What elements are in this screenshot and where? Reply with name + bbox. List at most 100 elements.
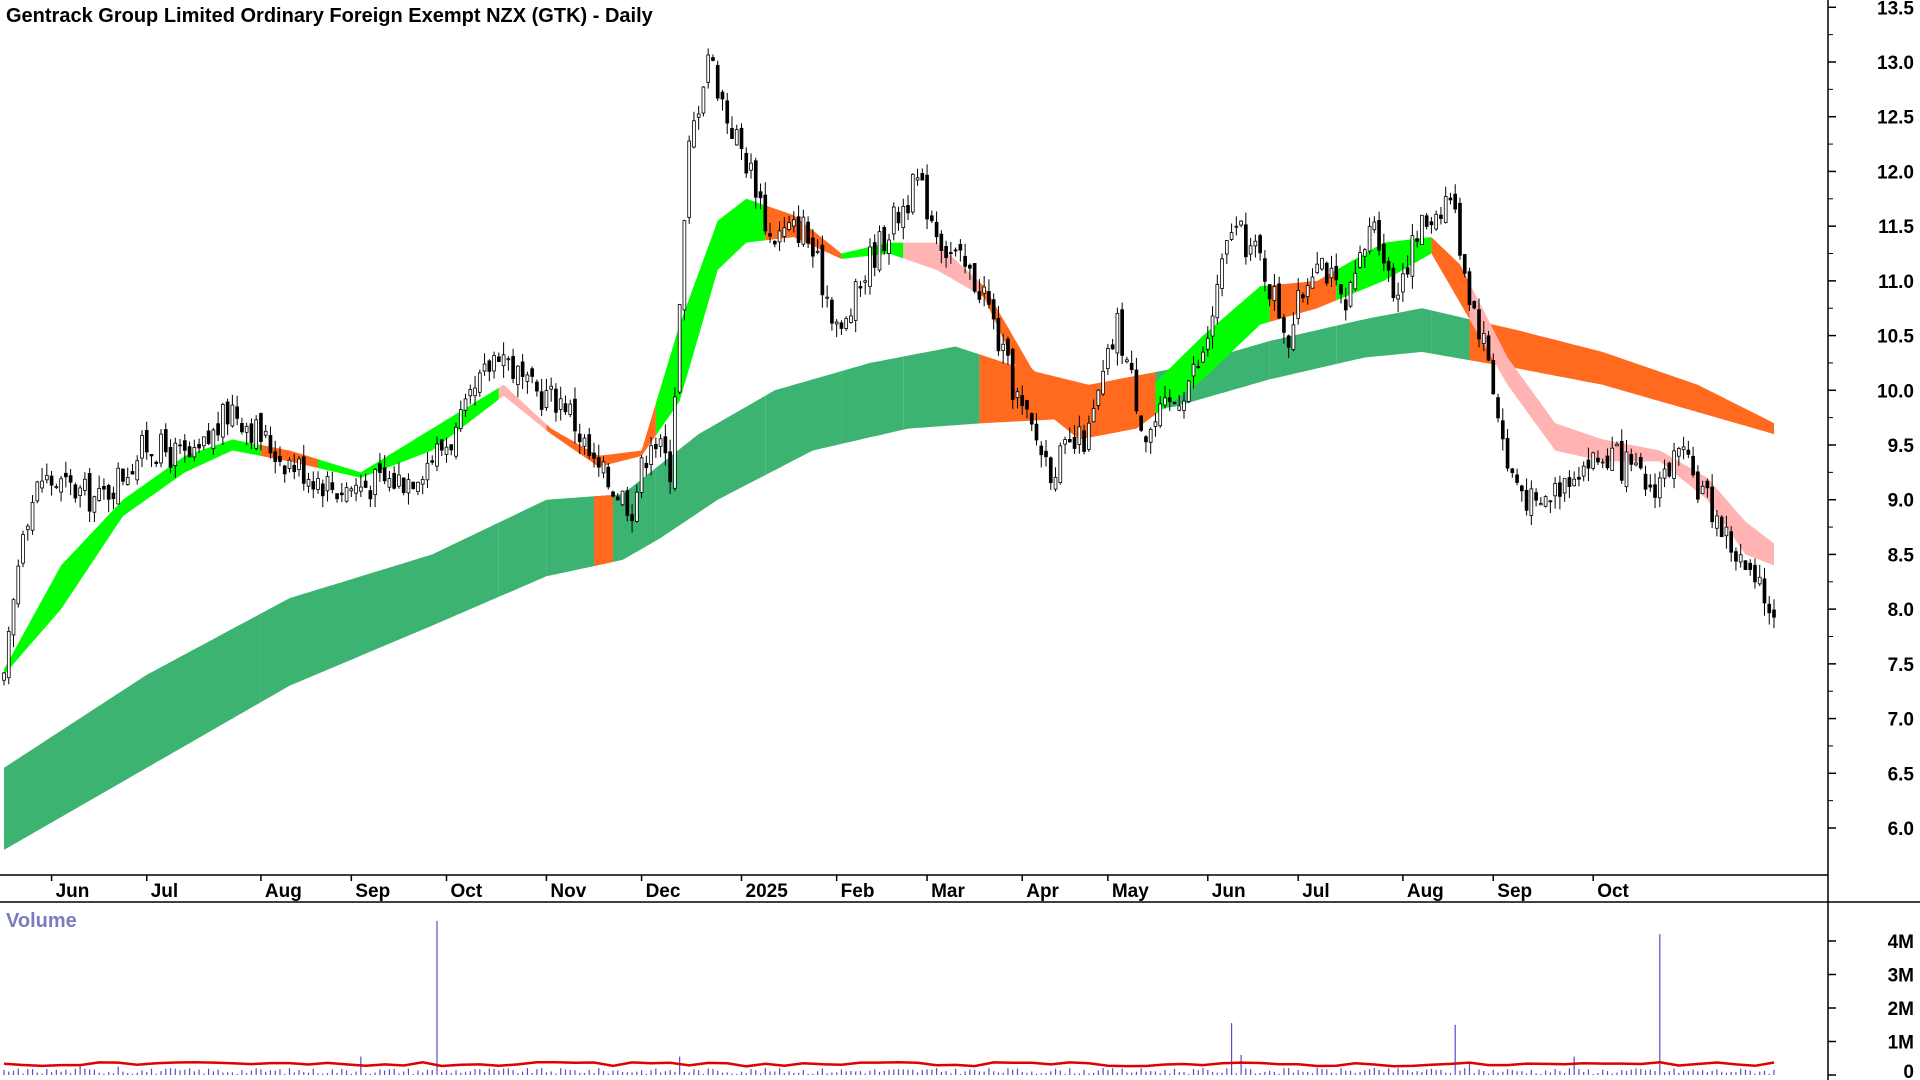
candle-body — [68, 475, 73, 483]
long-band-segment — [613, 467, 656, 562]
candle-body — [411, 481, 416, 489]
chart-title: Gentrack Group Limited Ordinary Foreign … — [6, 5, 654, 27]
candle-body — [1058, 445, 1063, 484]
candle-body — [1734, 551, 1738, 562]
candle-body — [506, 358, 511, 361]
volume-label: Volume — [6, 910, 77, 932]
candle-body — [1272, 286, 1277, 301]
candle-body — [811, 237, 815, 257]
candle-body — [425, 462, 430, 481]
candle-body — [1205, 337, 1210, 350]
long-band-segment — [4, 613, 261, 850]
candle-body — [420, 479, 425, 485]
candle-body — [430, 460, 435, 463]
candle-body — [1301, 294, 1305, 299]
candle-body — [30, 501, 35, 531]
candle-body — [1605, 455, 1610, 469]
candle-body — [1177, 405, 1182, 411]
candle-body — [1553, 483, 1557, 497]
x-tick-label: Jun — [56, 881, 90, 902]
long-band-segment — [765, 371, 842, 476]
candle-body — [1153, 421, 1158, 427]
candle-body — [16, 565, 21, 605]
candle-body — [1110, 344, 1115, 350]
candle-body — [696, 113, 701, 118]
candle-body — [168, 446, 173, 468]
candle-body — [658, 438, 663, 447]
volume-tick-label: 3M — [1888, 966, 1914, 987]
candle-body — [163, 429, 168, 453]
candle-body — [501, 354, 506, 367]
candle-body — [968, 264, 972, 269]
candle-body — [920, 173, 925, 181]
candle-body — [1667, 462, 1672, 477]
candle-body — [106, 485, 111, 500]
candle-body — [1767, 603, 1772, 614]
candle-body — [1196, 366, 1201, 369]
x-tick-label: Jul — [1302, 881, 1329, 902]
candle-body — [768, 233, 772, 237]
y-tick-label: 9.0 — [1888, 491, 1914, 512]
candle-body — [439, 439, 444, 451]
candle-body — [963, 255, 967, 267]
candle-body — [292, 464, 297, 473]
candle-body — [1643, 473, 1648, 490]
candle-body — [820, 244, 825, 296]
candle-body — [554, 388, 558, 413]
candle-body — [278, 455, 282, 462]
candle-body — [1586, 459, 1591, 469]
x-axis: Jun Jul Aug Sep Oct Nov Dec 2025 Feb Mar Apr May Jun… — [50, 875, 1630, 902]
candle-body — [397, 474, 401, 487]
x-tick-label: 2025 — [746, 881, 789, 902]
candle-body — [111, 492, 116, 500]
y-axis: 6.0 6.5 7.0 7.5 8.0 8.5 9.0 9.5 10.0 10.5 11.0 11.5… — [1828, 0, 1914, 840]
candle-body — [64, 472, 68, 478]
candle-body — [877, 231, 882, 271]
candle-body — [221, 404, 225, 438]
candle-body — [1163, 397, 1167, 406]
short-band-segment — [655, 198, 766, 436]
candle-body — [1405, 267, 1410, 275]
candle-body — [1757, 576, 1762, 585]
candle-body — [1672, 450, 1676, 479]
candle-body — [435, 443, 439, 467]
candle-body — [606, 466, 611, 488]
candle-body — [173, 442, 178, 467]
candle-body — [549, 385, 554, 390]
candle-body — [154, 461, 159, 465]
candle-body — [1638, 457, 1643, 469]
candle-body — [1096, 389, 1101, 406]
candle-body — [1481, 332, 1486, 344]
volume-panel — [3, 920, 1775, 1075]
candle-body — [1220, 258, 1224, 289]
candle-body — [1729, 531, 1734, 553]
short-band-segment — [613, 403, 656, 464]
y-tick-label: 11.0 — [1878, 272, 1914, 293]
candle-body — [206, 430, 211, 445]
candle-body — [582, 437, 587, 447]
candle-body — [982, 286, 986, 294]
candle-body — [1372, 221, 1377, 231]
y-tick-label: 10.0 — [1877, 381, 1914, 402]
candle-body — [1286, 335, 1291, 348]
candle-body — [497, 356, 501, 362]
candle-body — [1082, 430, 1086, 452]
candle-body — [59, 478, 63, 493]
candle-body — [772, 240, 777, 245]
candle-body — [339, 492, 344, 496]
candle-body — [482, 363, 487, 372]
candle-body — [663, 436, 668, 454]
candle-body — [1377, 220, 1381, 251]
candle-body — [853, 281, 858, 321]
candle-body — [1248, 245, 1253, 255]
candle-body — [1715, 515, 1719, 529]
candle-body — [1067, 439, 1072, 443]
candle-body — [25, 525, 30, 531]
candle-body — [1753, 564, 1757, 583]
candle-body — [197, 444, 201, 449]
candle-body — [263, 430, 268, 436]
candle-body — [1125, 359, 1129, 363]
candle-body — [135, 460, 140, 481]
candle-body — [830, 299, 834, 324]
candle-body — [1263, 258, 1267, 282]
